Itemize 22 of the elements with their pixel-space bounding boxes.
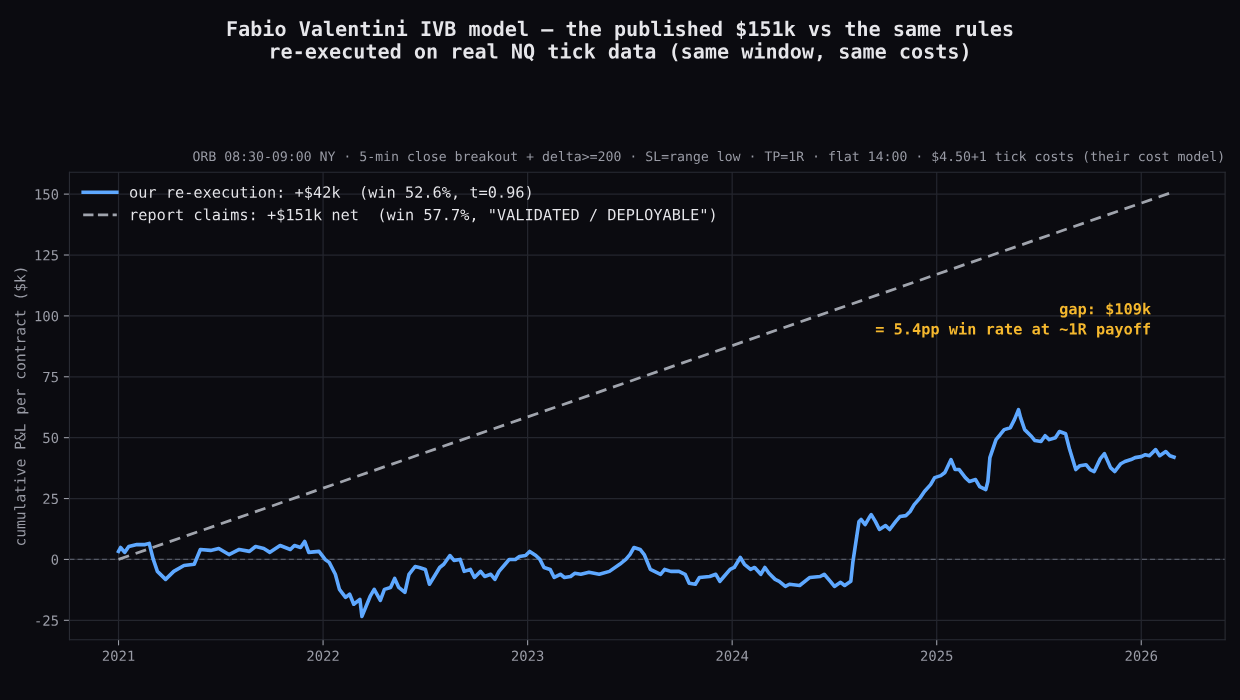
x-tick-label: 2021 (102, 650, 135, 662)
x-tick-label: 2026 (1125, 650, 1158, 662)
annotation: gap: $109k (1059, 302, 1151, 318)
y-tick-label: 0 (51, 554, 59, 565)
chart-title: Fabio Valentini IVB model — the published $151k vs the same rules re-executed on real NQ tick data (same window, same costs) (227, 19, 1013, 62)
line-series (116, 407, 1176, 619)
x-tick-label: 2022 (307, 650, 339, 662)
y-tick-label: 100 (35, 310, 59, 322)
legend-label: report claims: +$151k net (win 57.7%, "VALIDATED / DEPLOYABLE") (131, 208, 715, 224)
y-axis-title: cumulative P&L per contract ($k) (14, 268, 29, 546)
annotation: = 5.4pp win rate at ~1R payoff (875, 321, 1151, 338)
chart-subtitle: ORB 08:30-09:00 NY · 5-min close breakout + delta>=200 · SL=range low · TP=1R · flat 14:00 · $4.50+1 tick costs (their cost model) (193, 150, 1223, 164)
x-tick-label: 2023 (511, 650, 544, 662)
y-tick-label: 25 (43, 493, 58, 505)
y-tick-label: 75 (43, 371, 58, 383)
y-tick-label: 125 (35, 250, 58, 261)
y-tick-label: 50 (43, 432, 59, 444)
x-tick-label: 2025 (921, 650, 953, 662)
x-tick-label: 2024 (716, 650, 749, 662)
legend-label: our re-execution: +$42k (win 52.6%, t=0.96) (130, 186, 531, 200)
y-tick-label: 150 (35, 189, 59, 200)
y-tick-label: -25 (36, 615, 58, 626)
